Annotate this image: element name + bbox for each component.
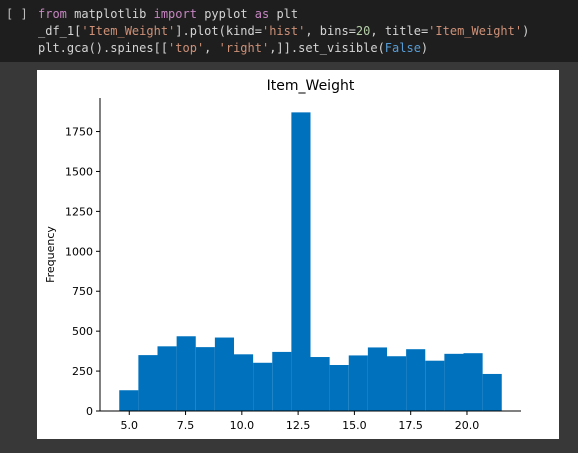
- histogram-bar: [195, 347, 215, 411]
- y-axis-label: Frequency: [44, 226, 57, 283]
- histogram-bar: [425, 360, 445, 411]
- histogram-bar: [291, 112, 311, 412]
- string-token: 'top': [168, 41, 205, 55]
- histogram-bar: [233, 354, 254, 411]
- histogram-bar: [348, 355, 368, 411]
- run-cell-indicator[interactable]: [ ]: [6, 7, 28, 21]
- code-token: ): [522, 24, 530, 38]
- code-line-1: from matplotlib import pyplot as plt: [38, 6, 529, 23]
- histogram-bar: [463, 353, 483, 411]
- histogram-bar: [367, 347, 388, 411]
- x-axis: 5.0 7.5 10.0 12.5 15.0 17.5 20.0: [100, 410, 521, 432]
- histogram-bar: [272, 351, 292, 411]
- histogram-bar: [138, 355, 158, 411]
- histogram-bar: [310, 357, 330, 411]
- code-line-2: _df_1['Item_Weight'].plot(kind='hist', b…: [38, 23, 529, 40]
- bars-group: [119, 112, 502, 412]
- histogram-bar: [387, 356, 407, 411]
- y-tick-label: 750: [72, 285, 93, 298]
- histogram-bar: [253, 362, 273, 411]
- histogram-bar: [214, 337, 234, 411]
- code-token: , bins=: [305, 24, 356, 38]
- import-alias: plt: [269, 7, 299, 21]
- x-tick-label: 20.0: [455, 419, 480, 432]
- code-token: plt.gca().spines[[: [38, 41, 169, 55]
- keyword-from: from: [38, 7, 67, 21]
- x-tick-label: 15.0: [342, 419, 367, 432]
- y-tick-label: 250: [72, 365, 93, 378]
- string-token: 'Item_Weight': [81, 24, 176, 38]
- x-tick-label: 5.0: [121, 419, 139, 432]
- code-token: , title=: [370, 24, 429, 38]
- y-tick-label: 1250: [65, 205, 93, 218]
- histogram-bar: [406, 349, 426, 411]
- x-tick-label: 7.5: [177, 419, 195, 432]
- code-line-3: plt.gca().spines[['top', 'right',]].set_…: [38, 40, 529, 57]
- code-editor[interactable]: from matplotlib import pyplot as plt _df_…: [38, 6, 529, 57]
- keyword-as: as: [254, 7, 270, 21]
- y-tick-label: 1750: [65, 126, 93, 139]
- y-tick-label: 0: [86, 405, 93, 418]
- code-token: ,: [204, 41, 219, 55]
- boolean-token: False: [384, 41, 421, 55]
- histogram-bar: [482, 373, 502, 411]
- histogram-bar: [176, 336, 196, 411]
- y-tick-label: 1000: [65, 245, 93, 258]
- histogram-bar: [119, 390, 139, 411]
- number-token: 20: [355, 24, 371, 38]
- histogram-chart: Item_Weight Frequency 0 250 500 750 1000 1250…: [44, 78, 521, 432]
- keyword-import: import: [153, 7, 197, 21]
- y-tick-label: 500: [72, 325, 93, 338]
- histogram-bar: [157, 346, 177, 411]
- histogram-bar: [329, 365, 349, 411]
- imported-name: pyplot: [196, 7, 255, 21]
- string-token: 'Item_Weight': [428, 24, 523, 38]
- x-tick-label: 17.5: [398, 419, 423, 432]
- y-tick-label: 1500: [65, 165, 93, 178]
- code-token: _df_1[: [38, 24, 82, 38]
- histogram-bar: [444, 353, 464, 411]
- chart-title: Item_Weight: [267, 78, 355, 94]
- histogram-figure: Item_Weight Frequency 0 250 500 750 1000 1250…: [37, 70, 559, 439]
- module-name: matplotlib: [66, 7, 154, 21]
- code-cell[interactable]: [ ] from matplotlib import pyplot as plt…: [0, 0, 578, 62]
- string-token: 'hist': [261, 24, 306, 38]
- code-token: ].plot(kind=: [175, 24, 262, 38]
- y-axis: 0 250 500 750 1000 1250 1500 1750: [65, 98, 101, 418]
- code-token: ): [420, 41, 429, 55]
- code-token: ,]].set_visible(: [269, 41, 385, 55]
- x-tick-label: 12.5: [286, 419, 311, 432]
- string-token: 'right': [218, 41, 270, 55]
- x-tick-label: 10.0: [230, 419, 255, 432]
